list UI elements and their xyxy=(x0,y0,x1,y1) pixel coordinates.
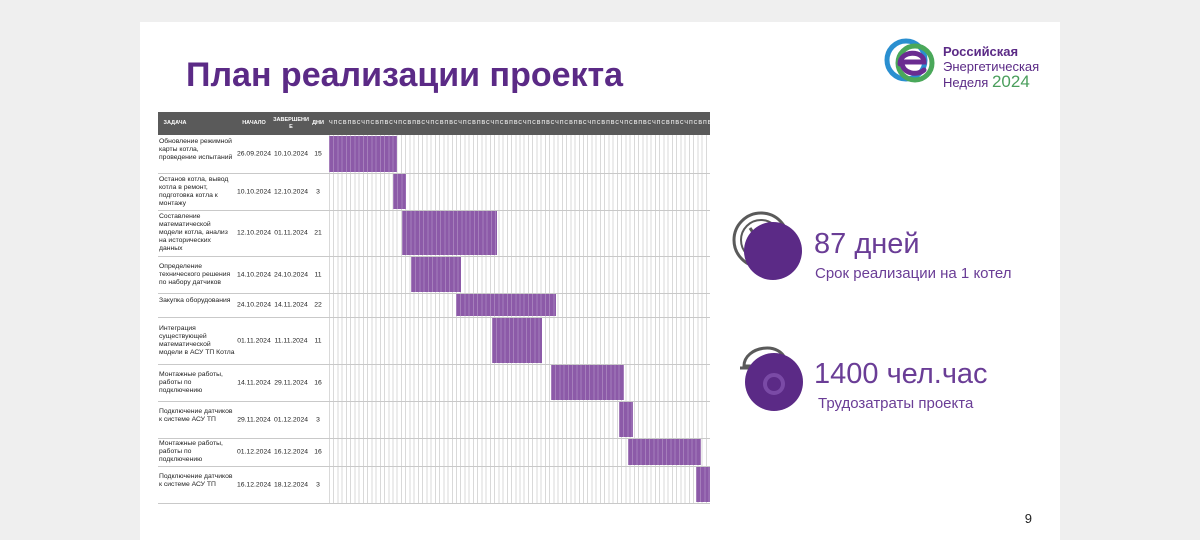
gantt-bar xyxy=(619,402,633,437)
task-end: 16.12.2024 xyxy=(273,448,309,456)
gantt-bar xyxy=(628,439,701,465)
task-start: 16.12.2024 xyxy=(236,481,272,488)
task-start: 01.11.2024 xyxy=(237,337,271,344)
gantt-chart: ЗАДАЧА НАЧАЛО ЗАВЕРШЕНИЕ ДНИ ЧПСВПВСЧПСВ… xyxy=(158,112,710,504)
gantt-row: Составление математической модели котла,… xyxy=(158,210,710,257)
task-days: 3 xyxy=(316,481,320,488)
logo-line3: Неделя xyxy=(943,75,989,90)
gantt-bar xyxy=(456,294,556,316)
header-task: ЗАДАЧА xyxy=(163,120,187,126)
task-start: 14.10.2024 xyxy=(236,271,272,278)
task-days: 16 xyxy=(314,379,322,386)
logo-line1: Российская xyxy=(943,44,1019,59)
stopwatch-icon xyxy=(732,211,802,280)
page-title: План реализации проекта xyxy=(186,56,624,94)
gantt-row: Останов котла, вывод котла в ремонт, под… xyxy=(158,173,710,211)
task-start: 14.11.2024 xyxy=(237,379,271,386)
task-end: 18.12.2024 xyxy=(273,481,309,488)
task-end: 11.11.2024 xyxy=(274,337,308,344)
gantt-row: Монтажные работы, работы по подключению 1… xyxy=(158,364,710,402)
task-days: 21 xyxy=(314,229,322,237)
task-days: 22 xyxy=(314,301,322,309)
task-days: 11 xyxy=(314,337,322,344)
task-days: 11 xyxy=(314,271,322,278)
task-days: 16 xyxy=(314,448,322,456)
hardhat-gear-icon xyxy=(740,346,803,411)
task-days: 3 xyxy=(316,188,320,195)
task-start: 01.12.2024 xyxy=(236,448,272,456)
header-days: ДНИ xyxy=(312,120,324,126)
rew-logo-icon xyxy=(884,38,935,83)
task-label: Подключение датчиков к системе АСУ ТП xyxy=(159,407,233,423)
task-start: 24.10.2024 xyxy=(236,301,272,309)
task-label: Монтажные работы, работы по подключению xyxy=(159,440,223,463)
gantt-row: Подключение датчиков к системе АСУ ТП 29.… xyxy=(158,401,710,439)
task-days: 15 xyxy=(314,150,322,158)
task-end: 01.11.2024 xyxy=(274,229,308,237)
header-weekday-strip: ЧПСВПВСЧПСВПВСЧПСВПВСЧПСВПВСЧПСВПВСЧПСВП… xyxy=(329,120,710,126)
gantt-bar xyxy=(410,257,461,292)
gantt-bar xyxy=(329,136,398,172)
task-start: 29.11.2024 xyxy=(237,416,271,423)
task-start: 26.09.2024 xyxy=(236,150,272,158)
task-end: 01.12.2024 xyxy=(273,416,309,423)
gantt-header: ЗАДАЧА НАЧАЛО ЗАВЕРШЕНИЕ ДНИ ЧПСВПВСЧПСВ… xyxy=(158,112,710,135)
task-end: 24.10.2024 xyxy=(273,271,309,278)
task-end: 14.11.2024 xyxy=(274,301,308,309)
stat-duration-label: Срок реализации на 1 котел xyxy=(815,265,1012,282)
logo-text: Российская Энергетическая Неделя 2024 xyxy=(943,44,1039,90)
stat-duration-value: 87 дней xyxy=(814,228,920,260)
task-start: 10.10.2024 xyxy=(236,188,272,195)
task-days: 3 xyxy=(316,416,320,423)
logo-line2: Энергетическая xyxy=(943,59,1040,74)
gantt-row: Обновление режимной карты котла, проведе… xyxy=(158,135,710,174)
task-end: 29.11.2024 xyxy=(274,379,308,386)
gantt-row: Монтажные работы, работы по подключению 0… xyxy=(158,438,710,467)
stat-effort-value: 1400 чел.час xyxy=(814,358,988,390)
gantt-row: Интеграция существующей математической м… xyxy=(158,317,710,365)
gantt-bar xyxy=(401,211,497,255)
header-start: НАЧАЛО xyxy=(242,120,266,126)
task-label: Монтажные работы, работы по подключению xyxy=(159,370,223,394)
header-end: ЗАВЕРШЕНИЕ xyxy=(273,116,309,130)
stat-effort-label: Трудозатраты проекта xyxy=(818,395,974,412)
task-label: Интеграция существующей математической м… xyxy=(159,324,235,356)
gantt-bar xyxy=(551,365,624,400)
gantt-bar xyxy=(696,467,710,502)
logo-year: 2024 xyxy=(991,72,1030,91)
gantt-row: Подключение датчиков к системе АСУ ТП 16.… xyxy=(158,466,710,504)
task-label: Составление математической модели котла,… xyxy=(159,213,228,252)
gantt-bar xyxy=(392,174,407,209)
task-label: Определение технического решения по набо… xyxy=(159,262,231,286)
gantt-row: Закупка оборудования 24.10.2024 14.11.2024… xyxy=(158,293,710,318)
task-start: 12.10.2024 xyxy=(236,229,272,237)
task-label: Подключение датчиков к системе АСУ ТП xyxy=(159,472,233,488)
task-end: 12.10.2024 xyxy=(273,188,309,195)
task-label: Останов котла, вывод котла в ремонт, под… xyxy=(159,175,229,207)
page-number: 9 xyxy=(1024,511,1032,526)
slide: План реализации проекта Российская Энерг… xyxy=(140,22,1060,540)
rew-logo: Российская Энергетическая Неделя 2024 xyxy=(882,36,1052,96)
task-label: Обновление режимной карты котла, проведе… xyxy=(159,138,233,161)
gantt-bar xyxy=(492,318,543,363)
task-label: Закупка оборудования xyxy=(159,297,231,304)
gantt-row: Определение технического решения по набо… xyxy=(158,256,710,294)
task-end: 10.10.2024 xyxy=(273,150,309,158)
